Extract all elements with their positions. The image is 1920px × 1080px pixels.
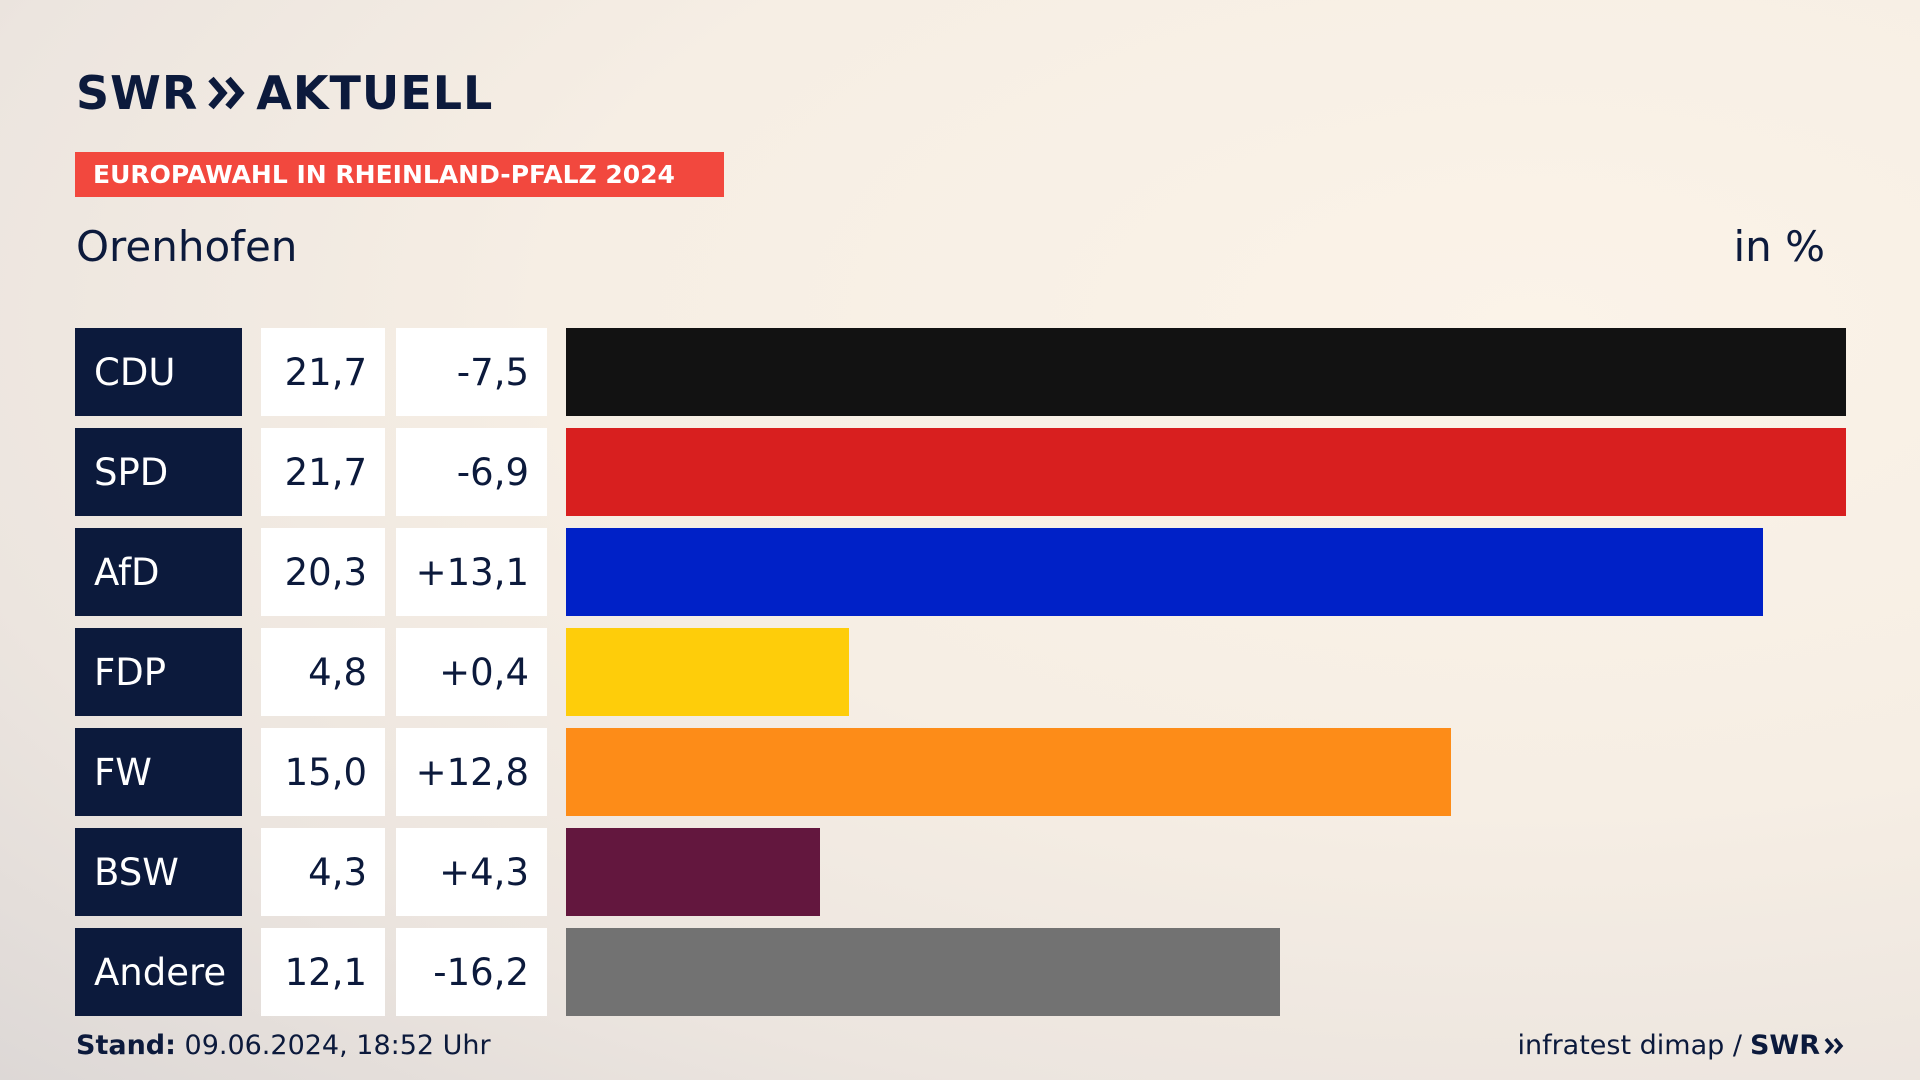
- chart-row: FDP 4,8 +0,4: [0, 628, 1920, 716]
- source-credit: infratest dimap / SWR: [1517, 1030, 1844, 1061]
- brand-name: SWR: [76, 66, 199, 120]
- vote-share-label: 12,1: [261, 928, 385, 1016]
- vote-share-label: 4,3: [261, 828, 385, 916]
- party-label: AfD: [75, 528, 242, 616]
- double-chevron-icon: [1824, 1037, 1844, 1054]
- unit-label: in %: [1733, 222, 1825, 271]
- vote-share-label: 4,8: [261, 628, 385, 716]
- double-chevron-icon: [208, 76, 245, 110]
- result-bar: [566, 928, 1280, 1016]
- party-label: SPD: [75, 428, 242, 516]
- vote-share-label: 21,7: [261, 428, 385, 516]
- party-label: FW: [75, 728, 242, 816]
- party-label: CDU: [75, 328, 242, 416]
- change-label: -7,5: [396, 328, 547, 416]
- chart-row: AfD 20,3 +13,1: [0, 528, 1920, 616]
- party-label: BSW: [75, 828, 242, 916]
- stand-label: Stand:: [76, 1030, 176, 1061]
- change-label: +0,4: [396, 628, 547, 716]
- source-brand: SWR: [1750, 1030, 1844, 1061]
- brand-product: AKTUELL: [256, 66, 494, 120]
- result-bar: [566, 628, 849, 716]
- region-title: Orenhofen: [76, 222, 298, 271]
- party-label: FDP: [75, 628, 242, 716]
- result-bar: [566, 328, 1846, 416]
- swr-aktuell-logo: SWR AKTUELL: [76, 66, 493, 120]
- result-bar: [566, 828, 820, 916]
- timestamp: Stand: 09.06.2024, 18:52 Uhr: [76, 1030, 491, 1061]
- change-label: +12,8: [396, 728, 547, 816]
- source-text: infratest dimap /: [1517, 1030, 1742, 1061]
- result-bar: [566, 728, 1451, 816]
- result-bar: [566, 428, 1846, 516]
- chart-row: SPD 21,7 -6,9: [0, 428, 1920, 516]
- change-label: -16,2: [396, 928, 547, 1016]
- change-label: -6,9: [396, 428, 547, 516]
- stand-value: 09.06.2024, 18:52 Uhr: [184, 1030, 491, 1061]
- election-banner: EUROPAWAHL IN RHEINLAND-PFALZ 2024: [75, 152, 724, 197]
- chart-row: CDU 21,7 -7,5: [0, 328, 1920, 416]
- vote-share-label: 15,0: [261, 728, 385, 816]
- result-bar: [566, 528, 1763, 616]
- chart-row: FW 15,0 +12,8: [0, 728, 1920, 816]
- chart-row: Andere 12,1 -16,2: [0, 928, 1920, 1016]
- chart-row: BSW 4,3 +4,3: [0, 828, 1920, 916]
- vote-share-label: 21,7: [261, 328, 385, 416]
- change-label: +4,3: [396, 828, 547, 916]
- source-brand-name: SWR: [1749, 1030, 1820, 1061]
- vote-share-label: 20,3: [261, 528, 385, 616]
- party-label: Andere: [75, 928, 242, 1016]
- change-label: +13,1: [396, 528, 547, 616]
